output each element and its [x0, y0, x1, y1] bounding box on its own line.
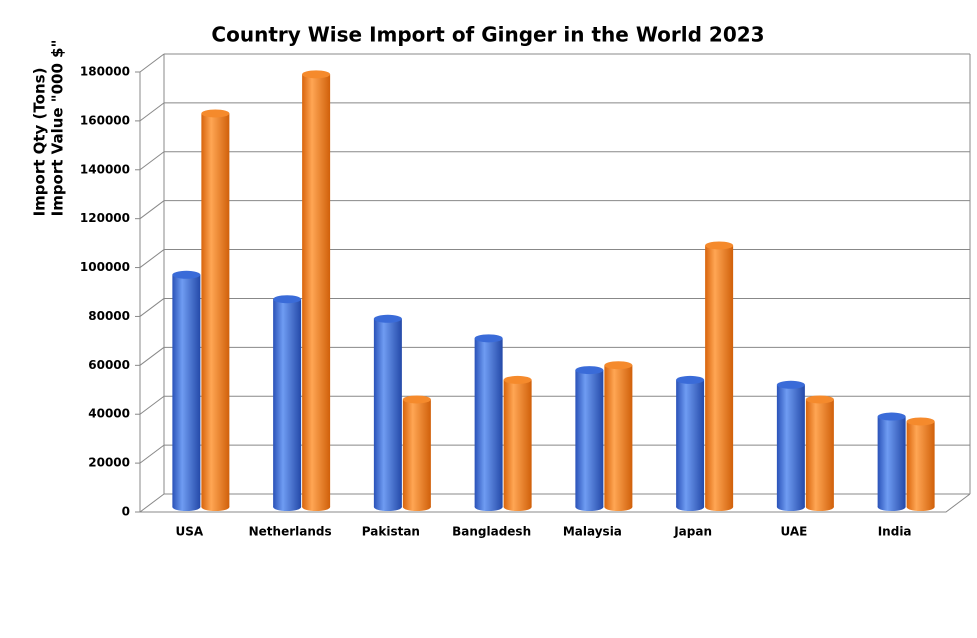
x-tick-label: Japan: [673, 525, 712, 539]
bar-cap: [503, 375, 532, 384]
bar: [776, 384, 805, 507]
grid-line: [139, 395, 165, 415]
bar-cap: [201, 109, 230, 118]
bar-cap: [575, 366, 604, 375]
grid-line: [139, 102, 165, 122]
x-tick-label: UAE: [780, 525, 807, 539]
x-tick-label: Pakistan: [362, 525, 420, 539]
grid-line: [139, 346, 165, 366]
bar: [172, 274, 201, 507]
y-tick-label: 40000: [88, 407, 130, 421]
grid-line: [139, 200, 165, 220]
bar-cap: [676, 375, 705, 384]
bar-cap: [604, 361, 633, 370]
bar-cap: [877, 412, 906, 421]
bar: [402, 399, 431, 507]
bar: [302, 74, 331, 507]
x-tick-label: Netherlands: [249, 525, 332, 539]
bar: [906, 421, 935, 507]
grid-line: [139, 444, 165, 464]
y-tick-label: 120000: [80, 211, 130, 225]
bar-cap: [402, 395, 431, 404]
bar-cap: [302, 70, 331, 79]
y-tick-label: 180000: [80, 65, 130, 79]
y-tick-label: 80000: [88, 309, 130, 323]
bar: [805, 399, 834, 507]
bar-cap: [172, 270, 201, 279]
bar: [503, 379, 532, 507]
bar: [676, 379, 705, 507]
grid-line: [139, 493, 165, 513]
y-tick-label: 0: [122, 505, 130, 519]
y-axis-title: Import Qty (Tons): [31, 68, 49, 217]
bar-cap: [805, 395, 834, 404]
bar-cap: [906, 417, 935, 426]
bar: [604, 365, 633, 507]
x-tick-label: India: [878, 525, 912, 539]
y-axis-title: Import Value "000 $": [49, 40, 67, 217]
bar: [705, 245, 734, 507]
bar-cap: [474, 334, 503, 343]
floor: [140, 493, 971, 513]
bar: [575, 370, 604, 507]
y-tick-label: 140000: [80, 162, 130, 176]
x-tick-label: Malaysia: [563, 525, 622, 539]
x-tick-label: Bangladesh: [452, 525, 531, 539]
y-tick-label: 160000: [80, 113, 130, 127]
grid-line: [139, 298, 165, 317]
bar: [201, 113, 230, 507]
grid-line: [139, 249, 165, 268]
bar: [474, 338, 503, 507]
bar-cap: [705, 241, 734, 250]
bar: [877, 416, 906, 507]
bar-cap: [273, 295, 302, 304]
grid-line: [139, 53, 165, 73]
bar-cap: [776, 380, 805, 389]
bar-cap: [373, 314, 402, 323]
bar: [373, 318, 402, 507]
chart-title: Country Wise Import of Ginger in the Wor…: [211, 23, 764, 47]
bar: [273, 299, 302, 507]
y-tick-label: 60000: [88, 358, 130, 372]
y-tick-label: 100000: [80, 260, 130, 274]
x-tick-label: USA: [176, 525, 204, 539]
y-tick-label: 20000: [88, 456, 130, 470]
grid-line: [139, 151, 165, 171]
